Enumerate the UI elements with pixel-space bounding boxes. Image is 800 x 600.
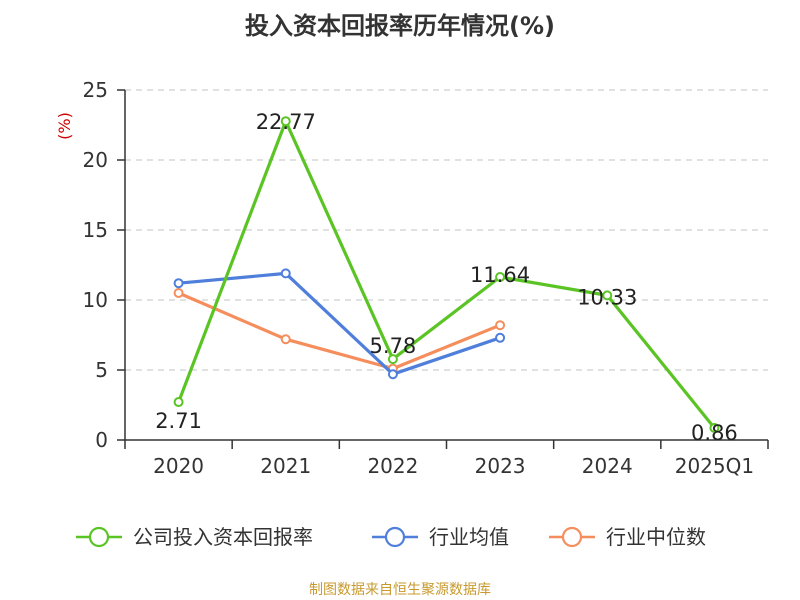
data-label: 22.77 <box>256 110 316 134</box>
x-tick-label: 2020 <box>153 454 204 478</box>
x-tick-label: 2025Q1 <box>675 454 754 478</box>
y-tick-label: 5 <box>95 358 108 382</box>
y-tick-label: 20 <box>83 148 108 172</box>
x-tick-labels: 2020 2021 2022 2023 2024 2025Q1 <box>153 454 754 478</box>
series-point[interactable] <box>173 278 184 289</box>
series-line <box>177 119 716 429</box>
y-tick-label: 15 <box>83 218 108 242</box>
grid-lines <box>125 89 768 371</box>
x-tick-label: 2021 <box>260 454 311 478</box>
data-label: 10.33 <box>577 285 637 309</box>
x-tick-label: 2023 <box>475 454 526 478</box>
y-axis-unit: (%) <box>55 112 74 140</box>
legend-item[interactable]: 公司投入资本回报率 <box>76 525 313 549</box>
y-tick-label: 25 <box>83 78 108 102</box>
legend-label: 行业均值 <box>429 525 509 549</box>
series-group <box>173 116 720 433</box>
legend-label: 行业中位数 <box>606 525 706 549</box>
data-label: 0.86 <box>691 421 738 445</box>
series-point[interactable] <box>602 290 613 301</box>
legend-item[interactable]: 行业中位数 <box>549 525 706 549</box>
data-label: 11.64 <box>470 263 530 287</box>
series-point[interactable] <box>495 320 506 331</box>
series-point[interactable] <box>280 116 291 127</box>
series-point[interactable] <box>173 288 184 298</box>
series-point[interactable] <box>495 332 506 343</box>
series-point[interactable] <box>709 422 720 433</box>
series-line <box>177 291 501 371</box>
data-labels: 2.71 22.77 5.78 11.64 10.33 0.86 <box>155 110 738 445</box>
series-line <box>178 271 501 376</box>
data-label: 2.71 <box>155 409 202 433</box>
legend-item[interactable]: 行业均值 <box>372 525 509 549</box>
legend[interactable]: 公司投入资本回报率 行业均值 行业中位数 <box>76 525 706 549</box>
series-point[interactable] <box>495 272 506 283</box>
data-label: 5.78 <box>370 334 417 358</box>
series-point[interactable] <box>387 369 398 380</box>
legend-label: 公司投入资本回报率 <box>133 525 313 549</box>
legend-marker <box>88 526 110 548</box>
series-point[interactable] <box>280 334 291 345</box>
series-point[interactable] <box>280 268 291 279</box>
series-point[interactable] <box>387 354 398 365</box>
y-tick-label: 0 <box>95 428 108 452</box>
x-tick-label: 2022 <box>367 454 418 478</box>
series-point[interactable] <box>173 397 184 408</box>
data-source-note: 制图数据来自恒生聚源数据库 <box>309 582 491 598</box>
x-tick-label: 2024 <box>582 454 633 478</box>
chart-title: 投入资本回报率历年情况(%) <box>245 12 555 40</box>
legend-marker <box>384 526 406 548</box>
y-tick-label: 10 <box>83 288 108 312</box>
legend-marker <box>561 526 583 548</box>
axes <box>117 89 769 449</box>
y-tick-labels: 0 5 10 15 20 25 <box>83 78 108 452</box>
